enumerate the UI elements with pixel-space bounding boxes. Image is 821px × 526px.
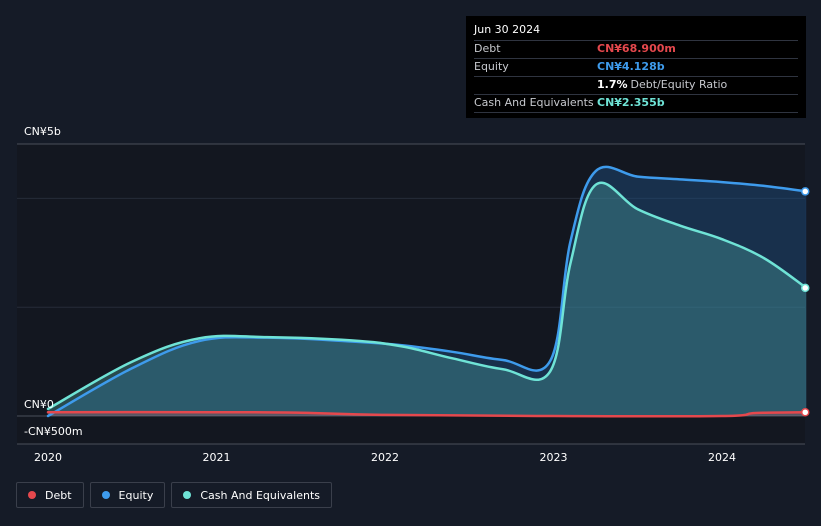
debt-line bbox=[46, 410, 808, 418]
tooltip-label: Debt bbox=[474, 42, 501, 55]
y-tick-label-bottom: -CN¥500m bbox=[24, 425, 83, 438]
legend-dot-icon bbox=[183, 491, 192, 499]
cash-and-equivalents-area bbox=[48, 182, 807, 416]
legend: Debt Equity Cash And Equivalents bbox=[16, 482, 332, 508]
tooltip-label: Equity bbox=[474, 60, 509, 73]
tooltip-row-ratio: 1.7% Debt/Equity Ratio bbox=[474, 76, 798, 94]
tooltip-row-cash: Cash And Equivalents CN¥2.355b bbox=[474, 94, 798, 113]
tooltip-label bbox=[474, 77, 597, 94]
tooltip-label: Cash And Equivalents bbox=[474, 96, 594, 109]
legend-label: Equity bbox=[118, 488, 154, 502]
x-tick-label: 2021 bbox=[203, 451, 231, 464]
cash-and-equivalents-end-point bbox=[801, 283, 810, 293]
legend-label: Cash And Equivalents bbox=[200, 488, 320, 502]
equity-end-point bbox=[801, 187, 810, 196]
x-tick-label: 2022 bbox=[371, 451, 399, 464]
legend-item-debt[interactable]: Debt bbox=[16, 482, 84, 508]
tooltip-date: Jun 30 2024 bbox=[474, 23, 541, 36]
debt-end-point bbox=[801, 408, 810, 417]
cash-and-equivalents-line bbox=[46, 181, 808, 411]
tooltip-row-equity: Equity CN¥4.128b bbox=[474, 58, 798, 76]
tooltip-value: CN¥68.900m bbox=[597, 42, 676, 55]
tooltip-row-debt: Debt CN¥68.900m bbox=[474, 40, 798, 58]
tooltip-panel: Jun 30 2024 Debt CN¥68.900m Equity CN¥4.… bbox=[466, 16, 806, 118]
tooltip-value: 1.7% bbox=[597, 78, 628, 91]
legend-dot-icon bbox=[101, 491, 110, 499]
y-tick-label-top: CN¥5b bbox=[24, 125, 61, 138]
tooltip-value: CN¥4.128b bbox=[597, 60, 665, 73]
y-tick-label-zero: CN¥0 bbox=[24, 398, 54, 411]
equity-area bbox=[48, 166, 807, 416]
legend-item-cash[interactable]: Cash And Equivalents bbox=[171, 482, 332, 508]
legend-item-equity[interactable]: Equity bbox=[89, 482, 166, 508]
x-tick-label: 2023 bbox=[540, 451, 568, 464]
x-tick-label: 2020 bbox=[34, 451, 62, 464]
x-tick-label: 2024 bbox=[708, 451, 736, 464]
legend-label: Debt bbox=[45, 488, 72, 502]
plot-area bbox=[17, 144, 805, 444]
equity-line bbox=[46, 165, 808, 418]
legend-dot-icon bbox=[28, 491, 36, 499]
tooltip-suffix: Debt/Equity Ratio bbox=[630, 78, 728, 91]
tooltip-value: CN¥2.355b bbox=[597, 96, 665, 109]
